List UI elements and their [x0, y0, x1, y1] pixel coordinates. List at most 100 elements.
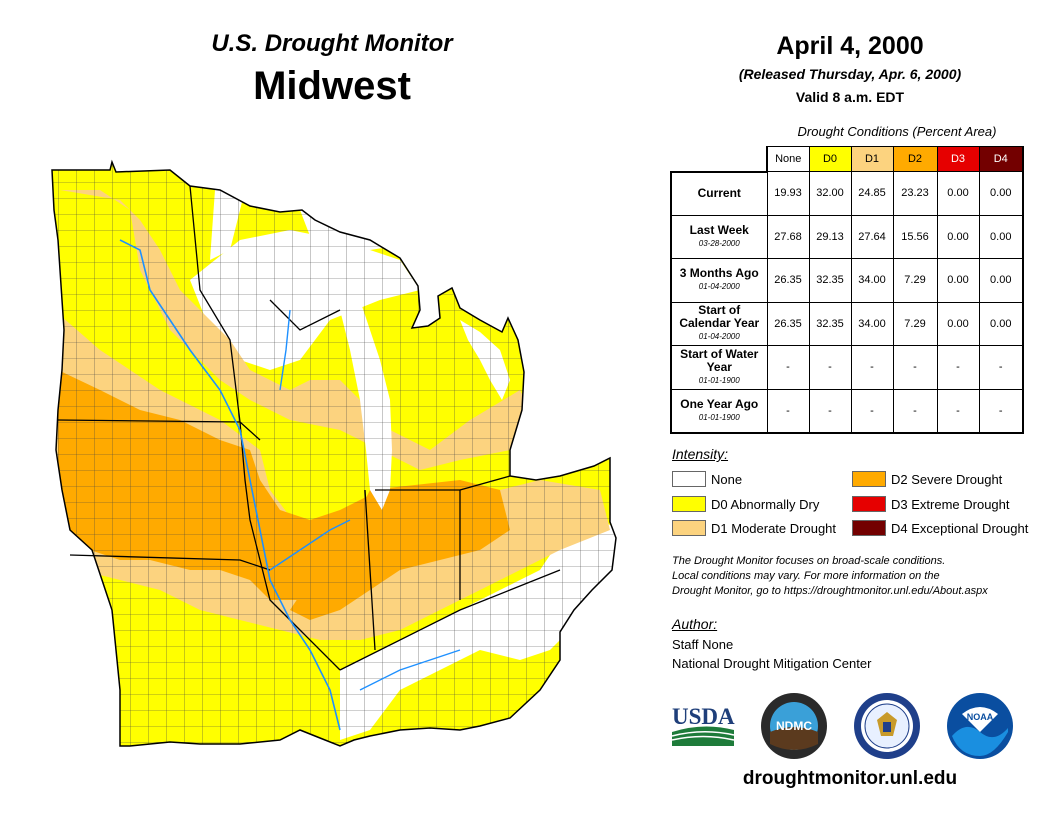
table-cell: 32.00 [808, 171, 852, 216]
row-title: Start of Water Year [680, 346, 759, 374]
table-cell: 0.00 [936, 258, 980, 303]
row-title: Current [697, 186, 741, 200]
table-cell: 27.68 [766, 214, 810, 259]
table-cell: - [808, 388, 852, 434]
table-caption: Drought Conditions (Percent Area) [797, 124, 997, 139]
legend-item-d4: D4 Exceptional Drought [852, 519, 1028, 537]
table-cell: - [978, 388, 1024, 434]
table-cell: - [936, 388, 980, 434]
legend-item-d1: D1 Moderate Drought [672, 519, 836, 537]
drought-stats-table: None D0 D1 D2 D3 D4 Current 19.93 32.00 … [670, 146, 1024, 434]
table-cell: 34.00 [850, 258, 894, 303]
noaa-logo-icon: NOAA [947, 693, 1013, 759]
table-cell: - [892, 345, 938, 390]
row-date: 01-01-1900 [698, 375, 740, 385]
table-cell: - [766, 345, 810, 390]
row-date: 01-04-2000 [698, 282, 740, 292]
legend-item-d0: D0 Abnormally Dry [672, 495, 819, 513]
col-none: None [766, 146, 810, 172]
table-row: Current 19.93 32.00 24.85 23.23 0.00 0.0… [670, 171, 1024, 216]
row-label: Start of Water Year 01-01-1900 [670, 345, 768, 390]
legend-swatch [672, 520, 706, 536]
author-title: Author: [672, 616, 718, 632]
legend-item-d2: D2 Severe Drought [852, 470, 1002, 488]
table-cell: 32.35 [808, 301, 852, 346]
table-cell: - [808, 345, 852, 390]
row-title: One Year Ago [680, 396, 759, 411]
table-cell: 32.35 [808, 258, 852, 303]
note-line: Local conditions may vary. For more info… [672, 570, 940, 582]
table-cell: - [936, 345, 980, 390]
table-cell: 7.29 [892, 258, 938, 303]
table-cell: - [978, 345, 1024, 390]
row-label: Last Week 03-28-2000 [670, 214, 768, 259]
note-line: The Drought Monitor focuses on broad-sca… [672, 555, 946, 567]
website-url: droughtmonitor.unl.edu [742, 768, 958, 789]
legend-item-none: None [672, 470, 742, 488]
date-title: April 4, 2000 [776, 32, 924, 60]
disclaimer-note: The Drought Monitor focuses on broad-sca… [672, 554, 1042, 599]
row-date: 01-01-1900 [698, 412, 740, 422]
table-cell: - [850, 388, 894, 434]
legend-swatch [672, 496, 706, 512]
table-cell: 23.23 [892, 171, 938, 216]
table-row: Start of Calendar Year 01-04-2000 26.35 3… [670, 301, 1024, 346]
legend-label: D4 Exceptional Drought [891, 520, 1029, 536]
table-row: Start of Water Year 01-01-1900 - - - - - … [670, 345, 1024, 390]
table-row: Last Week 03-28-2000 27.68 29.13 27.64 15… [670, 214, 1024, 259]
legend-label: None [711, 471, 743, 487]
table-cell: 15.56 [892, 214, 938, 259]
table-cell: 19.93 [766, 171, 810, 216]
usda-logo-text: USDA [672, 704, 735, 729]
author-name: Staff None [672, 637, 734, 652]
table-cell: 0.00 [936, 171, 980, 216]
table-cell: - [850, 345, 894, 390]
row-date: 03-28-2000 [698, 238, 740, 248]
legend-label: D1 Moderate Drought [711, 520, 837, 536]
release-date: (Released Thursday, Apr. 6, 2000) [738, 66, 962, 82]
author-org: National Drought Mitigation Center [672, 656, 872, 671]
region-title: Midwest [253, 64, 411, 108]
row-date: 01-04-2000 [698, 332, 740, 342]
legend-label: D2 Severe Drought [891, 471, 1003, 487]
noaa-logo-text: NOAA [967, 712, 994, 722]
table-cell: 26.35 [766, 301, 810, 346]
table-corner [671, 146, 768, 173]
legend-title: Intensity: [672, 446, 729, 462]
table-cell: 0.00 [978, 301, 1024, 346]
table-cell: 24.85 [850, 171, 894, 216]
row-title: 3 Months Ago [679, 266, 759, 281]
row-label: Current [670, 171, 768, 216]
map-title: U.S. Drought Monitor [211, 30, 453, 57]
table-cell: 26.35 [766, 258, 810, 303]
table-cell: 29.13 [808, 214, 852, 259]
table-header-row: None D0 D1 D2 D3 D4 [671, 146, 1024, 173]
legend-swatch [672, 471, 706, 487]
table-cell: 0.00 [936, 301, 980, 346]
table-cell: 0.00 [978, 171, 1024, 216]
table-cell: 0.00 [978, 214, 1024, 259]
usda-logo-icon: USDA [671, 704, 735, 746]
row-title: Last Week [689, 222, 749, 237]
row-label: Start of Calendar Year 01-04-2000 [670, 301, 768, 346]
table-cell: 7.29 [892, 301, 938, 346]
ndmc-logo-icon: NDMC [761, 693, 827, 759]
table-cell: 34.00 [850, 301, 894, 346]
legend-label: D3 Extreme Drought [891, 496, 1010, 512]
table-row: One Year Ago 01-01-1900 - - - - - - [670, 388, 1024, 434]
col-d1: D1 [850, 146, 894, 172]
table-cell: - [892, 388, 938, 434]
table-row: 3 Months Ago 01-04-2000 26.35 32.35 34.00… [670, 258, 1024, 303]
legend-swatch [852, 471, 886, 487]
commerce-seal-icon [854, 693, 920, 759]
row-label: One Year Ago 01-01-1900 [670, 388, 768, 434]
legend-swatch [852, 520, 886, 536]
table-cell: - [766, 388, 810, 434]
col-d3: D3 [936, 146, 980, 172]
col-d4: D4 [978, 146, 1024, 172]
valid-time: Valid 8 a.m. EDT [795, 89, 905, 105]
ndmc-logo-text: NDMC [776, 719, 812, 733]
row-title: Start of Calendar Year [679, 303, 760, 331]
note-line: Drought Monitor, go to https://droughtmo… [672, 585, 988, 597]
legend-swatch [852, 496, 886, 512]
